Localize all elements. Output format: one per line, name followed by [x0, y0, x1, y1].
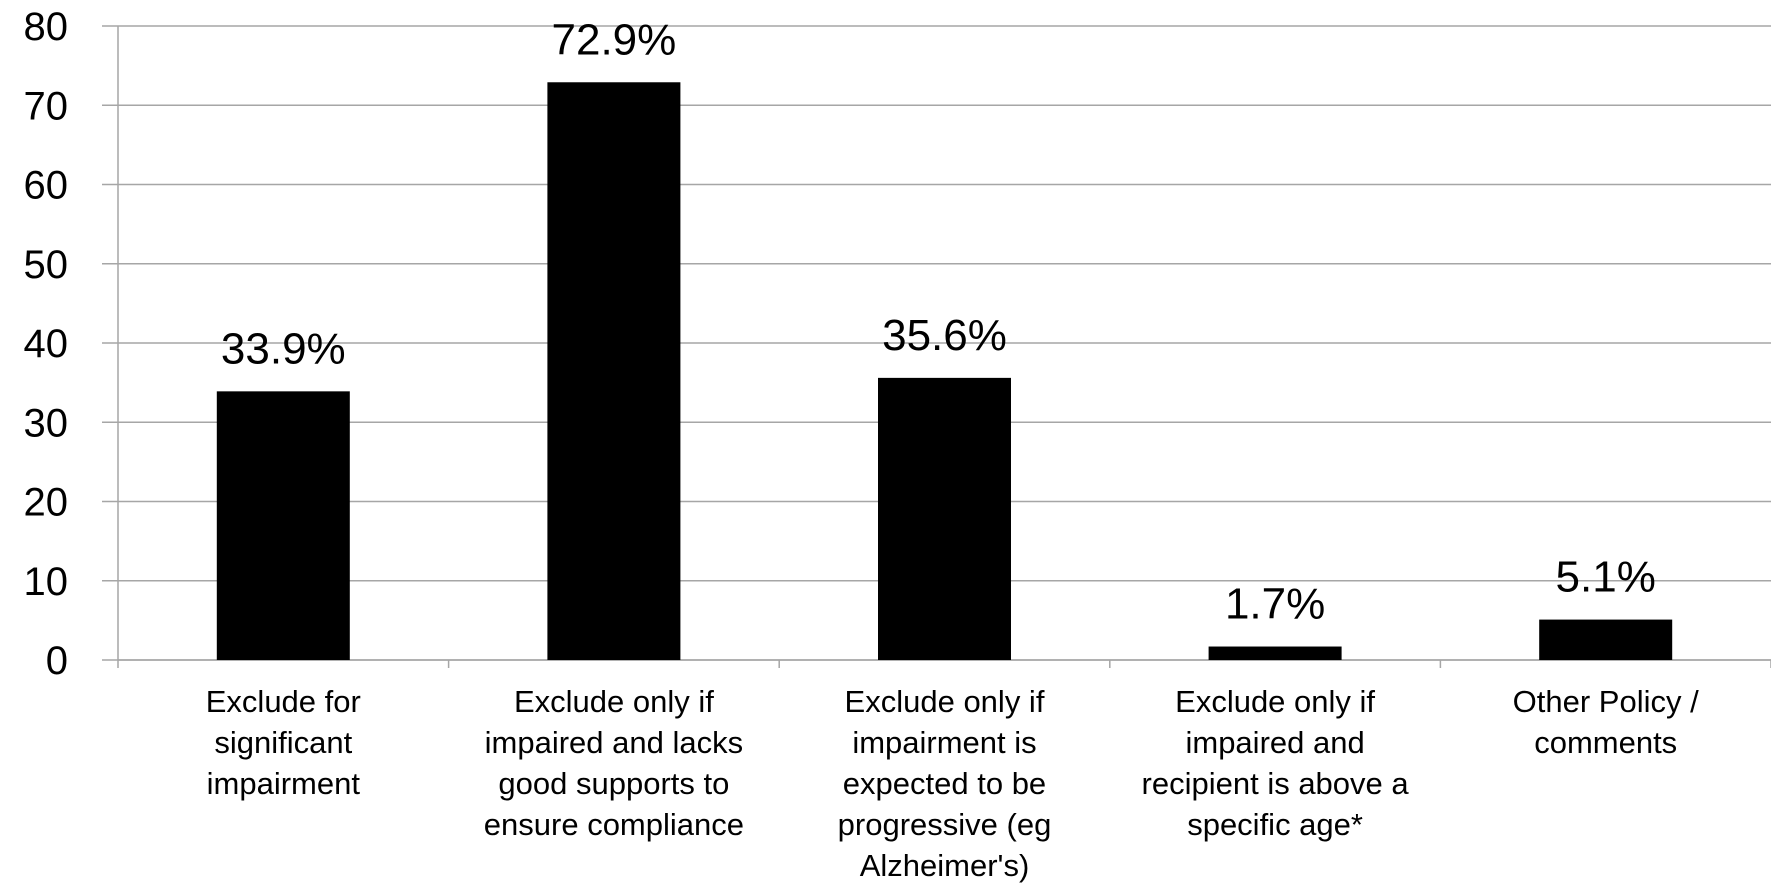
y-tick-label: 60	[24, 164, 69, 208]
y-tick-label: 70	[24, 84, 69, 128]
category-label: Exclude only if	[845, 684, 1045, 719]
bar	[216, 391, 350, 660]
y-tick-label: 10	[24, 560, 69, 604]
bars	[216, 82, 1673, 660]
y-tick-label: 50	[24, 243, 69, 287]
data-label: 5.1%	[1556, 553, 1656, 602]
category-label: impairment	[207, 766, 361, 801]
y-axis-ticks: 0 10 20 30 40 50 60 70 80	[24, 5, 69, 683]
bar	[878, 377, 1011, 660]
y-tick-label: 80	[24, 5, 69, 49]
category-label: Exclude only if	[514, 684, 714, 719]
category-label: Other Policy /	[1513, 684, 1699, 719]
category-label: impaired and lacks	[485, 725, 743, 760]
data-labels: 33.9% 72.9% 35.6% 1.7% 5.1%	[221, 15, 1656, 628]
category-label: specific age*	[1187, 807, 1363, 842]
category-label: impaired and	[1185, 725, 1364, 760]
category-label: expected to be	[843, 766, 1046, 801]
y-tick-label: 40	[24, 322, 69, 366]
category-label: Alzheimer's)	[860, 848, 1030, 883]
gridlines	[102, 25, 1771, 661]
bar	[1208, 646, 1342, 660]
category-label: comments	[1534, 725, 1677, 760]
y-tick-label: 20	[24, 481, 69, 525]
category-label: impairment is	[852, 725, 1036, 760]
category-label: recipient is above a	[1142, 766, 1410, 801]
y-tick-label: 30	[24, 401, 69, 445]
y-tick-label: 0	[46, 639, 68, 683]
category-label: Exclude for	[206, 684, 361, 719]
data-label: 35.6%	[882, 311, 1007, 360]
bar	[1539, 619, 1673, 660]
data-label: 1.7%	[1225, 580, 1325, 629]
data-label: 33.9%	[221, 324, 346, 373]
category-label: good supports to	[498, 766, 729, 801]
category-label: significant	[214, 725, 352, 760]
category-labels: Exclude for significant impairment Exclude …	[206, 684, 1699, 883]
bar	[547, 82, 681, 660]
category-label: ensure compliance	[484, 807, 744, 842]
category-label: Exclude only if	[1175, 684, 1375, 719]
category-label: progressive (eg	[838, 807, 1052, 842]
data-label: 72.9%	[552, 15, 677, 64]
